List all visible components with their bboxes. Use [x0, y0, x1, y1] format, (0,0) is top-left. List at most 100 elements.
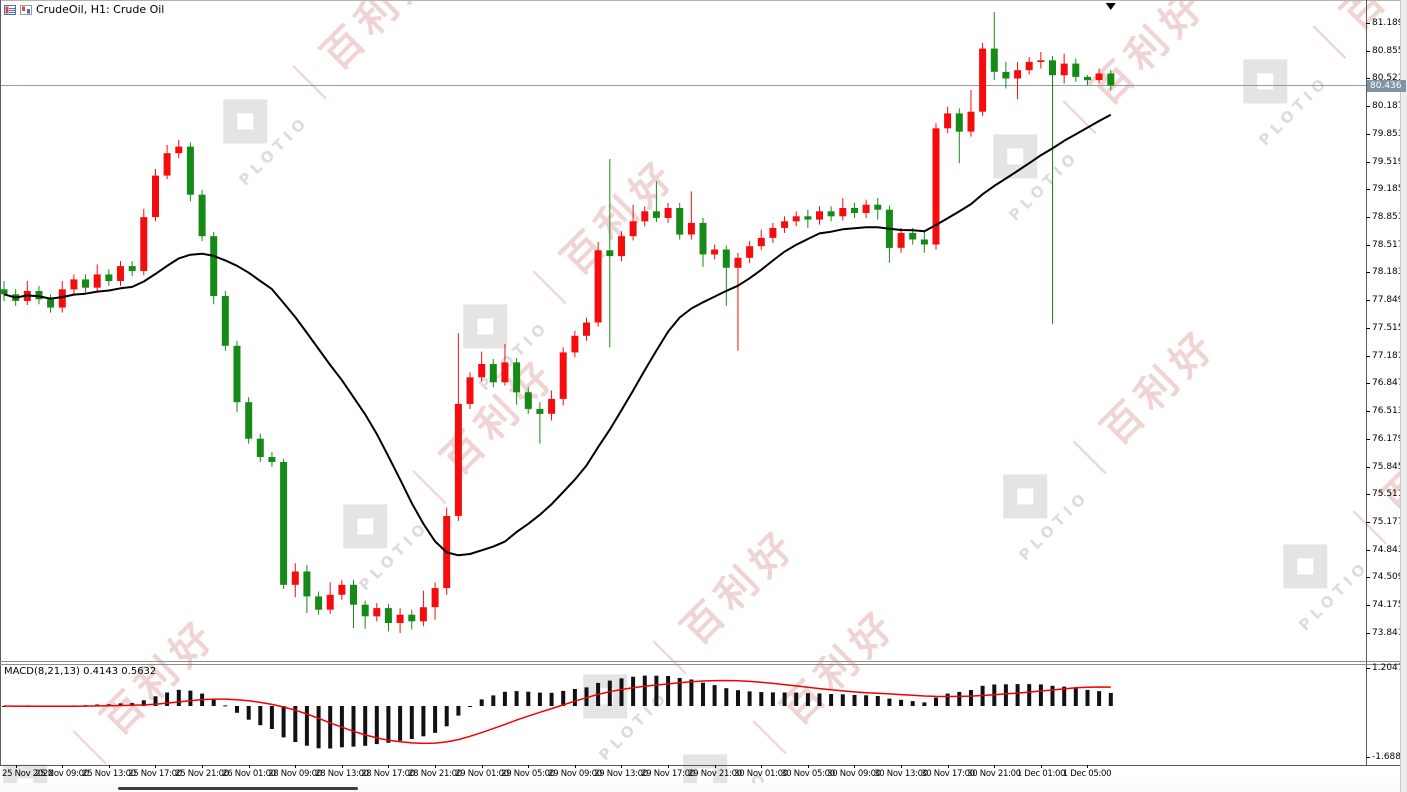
macd-indicator-label: MACD(8,21,13) 0.4143 0.5632 [4, 666, 157, 677]
axis-tick [1366, 550, 1370, 551]
candle-body [128, 266, 136, 272]
macd-histogram-bar [363, 706, 368, 746]
price-axis[interactable]: 1.2047 -1.6887 81.189 80.855 80.521 80.187 7… [1366, 0, 1407, 765]
macd-histogram-bar [1027, 684, 1032, 706]
macd-histogram-bar [561, 690, 566, 706]
candle-body [0, 289, 8, 295]
candle-body [687, 222, 695, 235]
axis-tick [1366, 272, 1370, 273]
macd-histogram-bar [526, 691, 531, 706]
candle-body [350, 584, 357, 605]
time-axis-label: 25 Nov 09:00 [35, 769, 89, 779]
macd-histogram-bar [584, 687, 589, 706]
macd-histogram-bar [1085, 689, 1090, 706]
macd-histogram-bar [642, 675, 647, 706]
macd-histogram-bar [328, 706, 333, 749]
axis-tick [1366, 577, 1370, 578]
candle-body [769, 227, 777, 238]
price-axis-label: 81.189 [1372, 18, 1404, 28]
candle-body [233, 345, 241, 403]
macd-histogram-bar [782, 692, 787, 706]
macd-histogram-bar [677, 678, 682, 706]
macd-histogram-bar [409, 706, 414, 739]
macd-histogram-bar [875, 696, 880, 706]
macd-histogram-bar [736, 690, 740, 706]
macd-histogram-bar [969, 690, 973, 706]
axis-tick [715, 765, 716, 768]
candle-body [1060, 63, 1068, 76]
axis-tick [1366, 23, 1370, 24]
time-axis-label: 29 Nov 01:00 [455, 769, 509, 779]
candle-body [967, 111, 975, 132]
candle-body [594, 250, 602, 323]
macd-histogram-bar [258, 706, 263, 726]
candle-body [920, 239, 928, 245]
macd-histogram-bar [899, 699, 904, 706]
macd-histogram-bar [433, 706, 438, 733]
candle-body [361, 604, 369, 617]
candle-body [140, 217, 148, 271]
axis-tick [202, 765, 203, 768]
macd-histogram-bar [829, 694, 834, 706]
time-axis[interactable]: 25 Nov 2022 25 Nov 09:00 25 Nov 13:00 25 No… [0, 765, 1400, 783]
axis-tick [1366, 328, 1370, 329]
horizontal-scrollbar-track[interactable] [0, 783, 1400, 792]
macd-histogram-bar [235, 706, 239, 713]
time-axis-label: 30 Nov 01:00 [734, 769, 788, 779]
candle-body [501, 362, 509, 383]
axis-tick [1366, 78, 1370, 79]
axis-tick [1366, 51, 1370, 52]
axis-tick [1366, 300, 1370, 301]
candle-body [58, 289, 66, 308]
time-axis-label: 29 Nov 05:00 [501, 769, 555, 779]
candle-body [35, 291, 43, 300]
current-price-label: 80.436 [1367, 80, 1406, 92]
candle-body [1072, 63, 1080, 77]
price-axis-label: 73.841 [1372, 628, 1404, 638]
axis-tick [761, 765, 762, 768]
latest-bar-marker [1105, 3, 1116, 10]
time-axis-label: 30 Nov 17:00 [921, 769, 975, 779]
macd-histogram-bar [398, 706, 403, 741]
macd-histogram-bar [945, 693, 950, 706]
macd-axis-min-label: -1.6887 [1372, 752, 1407, 762]
candle-body [210, 236, 218, 296]
candle-body [291, 571, 299, 585]
macd-histogram-bar [386, 706, 391, 743]
axis-tick [295, 765, 296, 768]
macd-histogram-bar [852, 695, 857, 706]
macd-histogram-bar [269, 706, 274, 729]
price-axis-label: 76.179 [1372, 434, 1404, 444]
price-axis-label: 76.513 [1372, 406, 1404, 416]
candle-body [629, 221, 637, 237]
macd-histogram-bar [910, 701, 915, 706]
macd-histogram-bar [957, 691, 962, 706]
candle-body [454, 403, 462, 516]
time-axis-border [0, 765, 1400, 766]
horizontal-scrollbar-thumb[interactable] [118, 787, 358, 790]
candle-body [373, 608, 381, 617]
macd-histogram-bar [794, 692, 799, 706]
time-axis-label: 28 Nov 17:00 [361, 769, 415, 779]
candle-body [944, 113, 952, 129]
axis-tick [1366, 668, 1370, 669]
candle-body [827, 211, 835, 217]
moving-average-line [3, 113, 1112, 557]
candle-body [1107, 73, 1115, 86]
top-border [0, 0, 1400, 1]
macd-histogram-bar [374, 706, 379, 745]
time-axis-label: 29 Nov 09:00 [548, 769, 602, 779]
candle-body [221, 296, 229, 346]
axis-tick [1366, 134, 1370, 135]
macd-histogram-bar [502, 691, 507, 706]
macd-histogram-bar [934, 697, 938, 706]
candle-body [384, 608, 392, 623]
macd-histogram-bar [281, 706, 286, 738]
axis-tick [1087, 765, 1088, 768]
candle-body [117, 266, 124, 281]
candlestick-chart-icon [20, 4, 32, 15]
pane-divider-top [0, 661, 1400, 662]
candle-body [990, 48, 998, 72]
candle-body [524, 392, 532, 409]
